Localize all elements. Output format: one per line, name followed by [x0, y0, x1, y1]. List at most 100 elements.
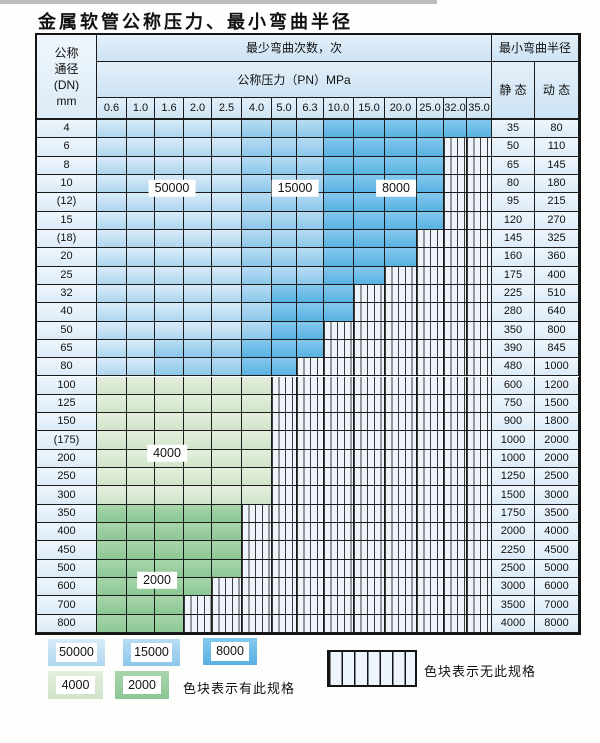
static-radius-cell: 225: [492, 284, 535, 304]
spec-cell-cycles-2000-green-medium: [155, 596, 184, 615]
no-spec-cell: [324, 541, 354, 560]
spec-cell-cycles-15000-blue-medium: [212, 358, 242, 377]
dynamic-radius-cell: 270: [535, 211, 579, 230]
spec-cell-cycles-4000-green-pale: [127, 376, 155, 395]
no-spec-cell: [467, 431, 492, 450]
spec-cell-cycles-2000-green-medium: [127, 504, 155, 524]
spec-cell-cycles-8000-blue-dark: [324, 211, 354, 230]
header-pressure-10.0: 10.0: [324, 98, 354, 120]
no-spec-cell: [184, 614, 212, 633]
static-radius-cell: 1000: [492, 449, 535, 469]
static-radius-cell: 80: [492, 174, 535, 194]
spec-cell-cycles-4000-green-pale: [97, 394, 127, 414]
spec-cell-cycles-8000-blue-dark: [417, 174, 444, 194]
spec-cell-cycles-50000-blue-light: [155, 211, 184, 230]
no-spec-cell: [324, 413, 354, 432]
spec-cell-cycles-50000-blue-light: [155, 138, 184, 157]
header-bend-cycles: 最少弯曲次数，次: [97, 35, 492, 62]
no-spec-cell: [417, 578, 444, 597]
no-spec-cell: [354, 578, 385, 597]
spec-cell-cycles-50000-blue-light: [97, 339, 127, 359]
dynamic-radius-cell: 4000: [535, 523, 579, 542]
spec-cell-cycles-8000-blue-dark: [324, 248, 354, 267]
no-spec-cell: [354, 413, 385, 432]
spec-cell-cycles-4000-green-pale: [97, 468, 127, 487]
dn-cell: 700: [37, 596, 97, 615]
no-spec-cell: [385, 504, 417, 524]
no-spec-cell: [212, 578, 242, 597]
spec-cell-cycles-50000-blue-light: [184, 211, 212, 230]
dynamic-radius-cell: 3000: [535, 486, 579, 505]
spec-cell-cycles-2000-green-medium: [155, 541, 184, 560]
dynamic-radius-cell: 2500: [535, 468, 579, 487]
header-pressure-5.0: 5.0: [272, 98, 297, 120]
no-spec-cell: [467, 193, 492, 212]
spec-cell-cycles-50000-blue-light: [127, 138, 155, 157]
no-spec-cell: [467, 614, 492, 633]
static-radius-cell: 390: [492, 339, 535, 359]
no-spec-cell: [385, 614, 417, 633]
spec-cell-cycles-2000-green-medium: [97, 596, 127, 615]
spec-cell-cycles-50000-blue-light: [184, 120, 212, 139]
zone-label-2000: 2000: [137, 571, 177, 589]
no-spec-cell: [324, 504, 354, 524]
dn-cell: (18): [37, 229, 97, 249]
spec-cell-cycles-50000-blue-light: [127, 248, 155, 267]
static-radius-cell: 160: [492, 248, 535, 267]
no-spec-cell: [297, 541, 324, 560]
dn-cell: 50: [37, 321, 97, 340]
spec-cell-cycles-15000-blue-medium: [242, 266, 272, 285]
spec-cell-cycles-2000-green-medium: [97, 559, 127, 579]
spec-cell-cycles-50000-blue-light: [155, 193, 184, 212]
spec-cell-cycles-15000-blue-medium: [297, 211, 324, 230]
dn-cell: 8: [37, 156, 97, 175]
spec-cell-cycles-4000-green-pale: [127, 413, 155, 432]
header-pressure-2.5: 2.5: [212, 98, 242, 120]
no-spec-cell: [354, 284, 385, 304]
no-spec-cell: [467, 468, 492, 487]
no-spec-cell: [297, 449, 324, 469]
spec-cell-cycles-8000-blue-dark: [272, 303, 297, 322]
no-spec-cell: [324, 376, 354, 395]
spec-cell-cycles-50000-blue-light: [97, 229, 127, 249]
no-spec-cell: [272, 468, 297, 487]
dn-cell: 20: [37, 248, 97, 267]
dn-cell: 100: [37, 376, 97, 395]
spec-cell-cycles-50000-blue-light: [127, 321, 155, 340]
spec-cell-cycles-50000-blue-light: [127, 266, 155, 285]
spec-cell-cycles-15000-blue-medium: [272, 266, 297, 285]
no-spec-cell: [417, 523, 444, 542]
dn-cell: 25: [37, 266, 97, 285]
no-spec-cell: [467, 321, 492, 340]
spec-cell-cycles-15000-blue-medium: [242, 174, 272, 194]
dn-cell: 32: [37, 284, 97, 304]
dynamic-radius-cell: 800: [535, 321, 579, 340]
no-spec-cell: [324, 559, 354, 579]
no-spec-cell: [385, 303, 417, 322]
dynamic-radius-cell: 845: [535, 339, 579, 359]
spec-cell-cycles-50000-blue-light: [212, 303, 242, 322]
spec-cell-cycles-50000-blue-light: [155, 229, 184, 249]
spec-cell-cycles-15000-blue-medium: [242, 321, 272, 340]
spec-cell-cycles-8000-blue-dark: [385, 229, 417, 249]
corner-header-dn: 公称 通径 (DN) mm: [37, 35, 97, 120]
spec-cell-cycles-50000-blue-light: [155, 120, 184, 139]
spec-cell-cycles-50000-blue-light: [212, 174, 242, 194]
no-spec-cell: [385, 449, 417, 469]
no-spec-cell: [297, 559, 324, 579]
spec-cell-cycles-8000-blue-dark: [385, 211, 417, 230]
spec-cell-cycles-4000-green-pale: [155, 394, 184, 414]
spec-cell-cycles-50000-blue-light: [184, 321, 212, 340]
spec-cell-cycles-50000-blue-light: [212, 138, 242, 157]
spec-cell-cycles-50000-blue-light: [127, 211, 155, 230]
spec-cell-cycles-4000-green-pale: [97, 486, 127, 505]
no-spec-cell: [272, 596, 297, 615]
legend-swatch-label: 2000: [122, 675, 162, 695]
no-spec-cell: [444, 211, 467, 230]
legend-swatch-8000: 8000: [203, 638, 257, 665]
no-spec-cell: [385, 486, 417, 505]
no-spec-cell: [297, 468, 324, 487]
no-spec-cell: [297, 578, 324, 597]
header-dynamic: 动 态: [535, 62, 579, 120]
no-spec-cell: [417, 321, 444, 340]
